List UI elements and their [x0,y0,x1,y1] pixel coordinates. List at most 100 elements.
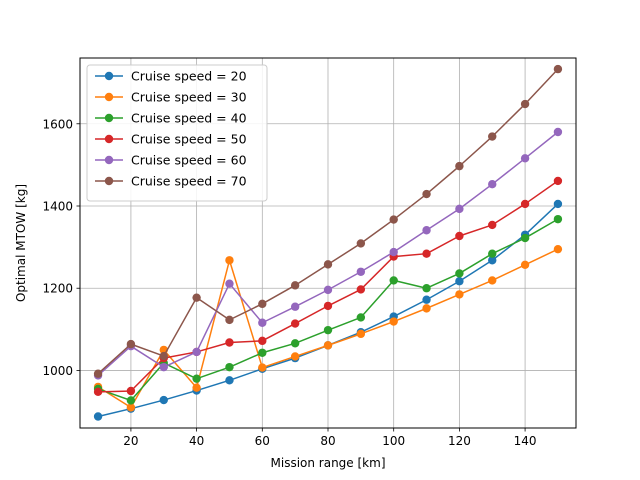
x-tick-label: 40 [189,434,204,448]
series-6 [93,64,563,378]
data-point [455,290,464,299]
legend: Cruise speed = 20 Cruise speed = 30 Cruise… [86,64,268,202]
data-point [422,284,431,293]
data-point [356,329,366,339]
legend-box [86,64,268,202]
data-point [488,132,497,141]
data-point [520,233,530,243]
data-point [126,396,136,405]
y-tick-label: 1200 [42,282,73,296]
data-point [225,362,234,372]
data-point [389,247,398,257]
data-point [455,269,464,278]
data-point [290,281,300,290]
legend-marker [104,134,114,144]
series-3 [93,214,563,405]
legend-entry: Cruise speed = 20 [95,69,247,84]
data-point [356,313,366,322]
data-point [455,277,464,286]
y-tick-label: 1000 [42,364,73,378]
legend-entry: Cruise speed = 30 [95,90,247,105]
axis-ticks: 20 40 60 80 100 120 140 1000 1200 1400 1600 [42,117,536,448]
legend-entry: Cruise speed = 70 [95,174,247,189]
y-tick-label: 1600 [42,117,73,131]
data-point [126,339,136,349]
data-point [323,341,333,350]
data-point [520,154,530,163]
data-point [323,301,333,311]
data-point [455,161,464,171]
x-tick-label: 80 [320,434,335,448]
data-point [488,256,497,265]
legend-label: Cruise speed = 70 [131,174,247,189]
data-point [258,336,267,346]
data-point [323,325,333,335]
legend-entry: Cruise speed = 50 [95,132,247,147]
data-point [93,387,103,397]
legend-label: Cruise speed = 60 [131,153,247,168]
data-point [225,279,234,288]
data-point [258,318,267,327]
data-point [422,295,431,304]
legend-label: Cruise speed = 50 [131,132,247,147]
data-point [192,347,201,357]
data-point [422,226,431,235]
data-point [192,293,201,302]
legend-label: Cruise speed = 30 [131,90,247,105]
data-point [225,256,234,265]
series-4 [93,176,563,397]
data-point [258,348,267,357]
legend-marker [104,176,114,186]
legend-marker [104,113,114,123]
data-point [192,374,201,383]
data-point [553,64,563,74]
data-point [455,231,464,241]
data-point [520,260,530,269]
data-point [356,239,366,248]
data-point [488,180,497,189]
data-point [159,351,168,361]
data-point [225,376,234,385]
data-point [553,214,563,224]
data-point [225,315,234,325]
data-point [553,127,563,137]
legend-marker [104,155,114,165]
data-point [553,199,563,209]
data-point [422,189,431,199]
data-point [356,285,366,294]
data-point [323,285,333,295]
y-axis-label: Optimal MTOW [kg] [14,184,28,302]
data-point [422,249,431,258]
data-point [93,369,103,378]
x-tick-label: 140 [514,434,537,448]
data-point [488,220,497,230]
legend-entry: Cruise speed = 40 [95,111,247,126]
data-point [422,304,431,313]
data-point [389,215,398,224]
data-point [389,317,398,326]
x-tick-label: 120 [448,434,471,448]
data-point [159,362,168,372]
legend-marker [104,71,114,81]
x-tick-label: 20 [123,434,138,448]
data-point [323,260,333,269]
data-point [520,99,530,109]
data-point [258,363,267,372]
legend-marker [104,92,114,102]
legend-entry: Cruise speed = 60 [95,153,247,168]
legend-label: Cruise speed = 20 [131,69,247,84]
data-point [488,249,497,258]
y-tick-label: 1400 [42,200,73,214]
data-point [290,339,300,348]
data-point [126,403,136,412]
data-point [356,267,366,276]
x-axis-label: Mission range [km] [271,456,386,470]
data-point [192,383,201,392]
legend-label: Cruise speed = 40 [131,111,247,126]
data-point [488,276,497,285]
series-group [93,64,563,421]
data-point [225,338,234,347]
data-point [290,319,300,328]
data-point [389,276,398,285]
